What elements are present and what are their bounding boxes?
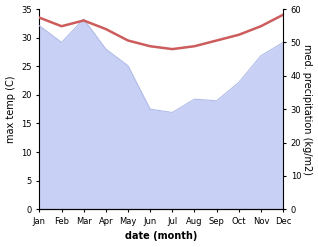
Y-axis label: med. precipitation (kg/m2): med. precipitation (kg/m2) [302, 44, 313, 175]
Y-axis label: max temp (C): max temp (C) [5, 75, 16, 143]
X-axis label: date (month): date (month) [125, 231, 197, 242]
